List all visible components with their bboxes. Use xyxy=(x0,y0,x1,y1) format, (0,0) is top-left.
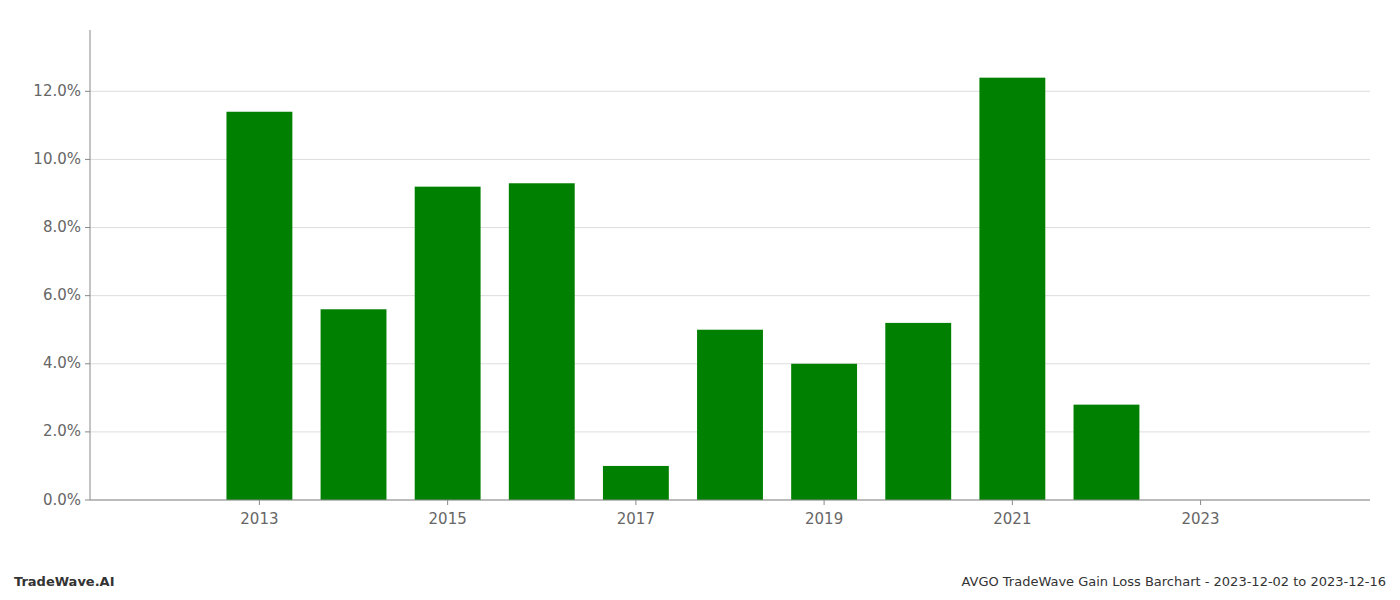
axes: 0.0% 2.0% 4.0% 6.0% 8.0% 10.0% 12.0% 2013 2015 20… xyxy=(33,30,1370,528)
x-tick xyxy=(447,500,448,505)
chart: 0.0% 2.0% 4.0% 6.0% 8.0% 10.0% 12.0% 2013 2015 20… xyxy=(0,0,1400,600)
x-tick xyxy=(259,500,260,505)
bar xyxy=(1074,405,1140,500)
bar xyxy=(697,330,763,500)
y-tick-label: 0.0% xyxy=(43,491,81,509)
y-tick xyxy=(85,91,90,92)
x-tick-label: 2019 xyxy=(805,510,843,528)
bar xyxy=(321,309,387,500)
y-tick xyxy=(85,159,90,160)
y-tick-label: 6.0% xyxy=(43,286,81,304)
grid-line xyxy=(90,91,1370,92)
bar xyxy=(509,183,575,500)
x-tick-label: 2021 xyxy=(993,510,1031,528)
x-tick xyxy=(1012,500,1013,505)
x-axis-line xyxy=(90,500,1370,501)
bar xyxy=(791,364,857,500)
y-tick-label: 10.0% xyxy=(33,150,81,168)
footer: TradeWave.AI AVGO TradeWave Gain Loss Bar… xyxy=(14,574,1386,589)
y-tick xyxy=(85,500,90,501)
bar xyxy=(415,187,481,500)
x-tick-label: 2023 xyxy=(1181,510,1219,528)
y-tick-label: 12.0% xyxy=(33,82,81,100)
x-tick xyxy=(1200,500,1201,505)
bar xyxy=(885,323,951,500)
y-tick xyxy=(85,227,90,228)
x-tick xyxy=(824,500,825,505)
y-axis-line xyxy=(90,30,91,500)
y-tick xyxy=(85,363,90,364)
y-tick xyxy=(85,431,90,432)
y-tick-label: 2.0% xyxy=(43,422,81,440)
y-tick-label: 4.0% xyxy=(43,354,81,372)
x-tick-label: 2013 xyxy=(240,510,278,528)
bar xyxy=(979,78,1045,500)
x-tick-label: 2015 xyxy=(429,510,467,528)
bar xyxy=(603,466,669,500)
x-tick-label: 2017 xyxy=(617,510,655,528)
footer-right: AVGO TradeWave Gain Loss Barchart - 2023… xyxy=(961,574,1386,589)
footer-left: TradeWave.AI xyxy=(14,574,115,589)
background xyxy=(0,0,1400,600)
grid xyxy=(90,91,1370,500)
bar xyxy=(226,112,292,500)
x-tick xyxy=(635,500,636,505)
bars xyxy=(226,78,1139,500)
y-tick xyxy=(85,295,90,296)
y-tick-label: 8.0% xyxy=(43,218,81,236)
grid-line xyxy=(90,500,1370,501)
